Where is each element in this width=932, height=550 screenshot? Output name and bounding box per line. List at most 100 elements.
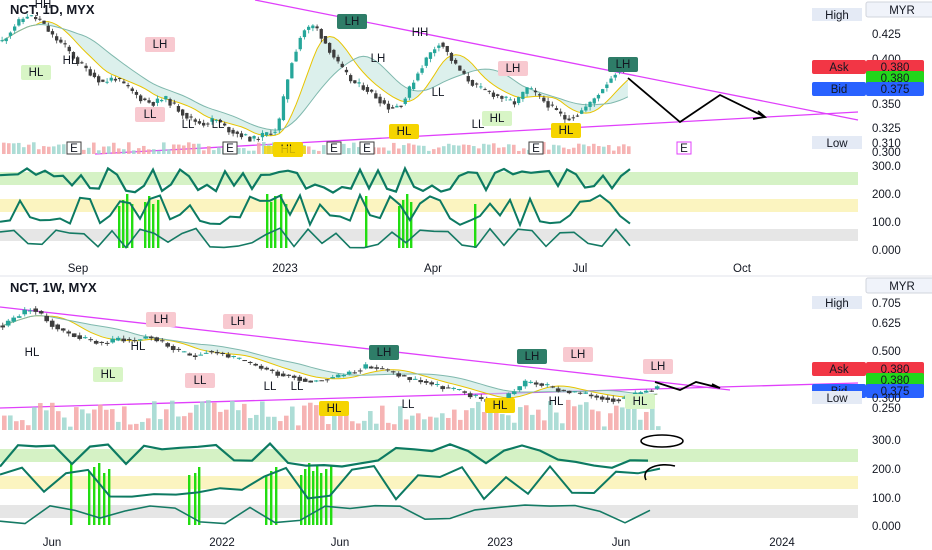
- ma-slow-line: [2, 315, 658, 395]
- candle-body: [466, 76, 470, 82]
- candle-body: [434, 384, 440, 386]
- candle-body: [512, 101, 517, 105]
- volume-bar: [380, 405, 385, 430]
- volume-bar: [567, 149, 571, 154]
- volume-bar: [392, 424, 397, 430]
- event-marker-label: E: [226, 143, 234, 155]
- volume-bar: [2, 415, 7, 430]
- candle-body: [528, 381, 533, 383]
- volume-bar: [342, 143, 346, 154]
- candle-body: [176, 106, 181, 112]
- event-marker: [359, 141, 375, 155]
- pivot-label: LH: [231, 316, 246, 328]
- pivot-label: LH: [154, 314, 169, 326]
- candle-body: [328, 42, 332, 53]
- volume-bar: [237, 148, 241, 154]
- volume-bar: [382, 147, 386, 154]
- candle-body: [390, 371, 396, 373]
- volume-bar: [446, 417, 451, 430]
- volume-bar: [387, 150, 391, 154]
- candle-body: [5, 320, 11, 326]
- candle-body: [0, 40, 4, 42]
- event-marker-label: E: [330, 143, 338, 155]
- candle-body: [361, 85, 365, 90]
- volume-bar: [462, 144, 466, 154]
- candle-body: [643, 390, 649, 393]
- oscillator-line: [0, 464, 661, 501]
- event-marker: [66, 141, 82, 155]
- volume-bar: [452, 409, 457, 430]
- volume-bar: [218, 411, 223, 430]
- pivot-label: HL: [131, 341, 146, 353]
- ma-ribbon: [2, 21, 628, 136]
- volume-bar: [572, 406, 577, 430]
- bid-label-text: Bid: [831, 84, 848, 96]
- volume-bar: [638, 419, 643, 430]
- candle-body: [139, 95, 143, 102]
- channel-upper-line: [0, 306, 731, 391]
- candle-body: [401, 375, 407, 377]
- event-marker-label: E: [363, 143, 371, 155]
- pivot-label: LL: [264, 381, 277, 393]
- candle-body: [563, 115, 567, 120]
- volume-bar: [464, 410, 469, 430]
- candle-body: [143, 98, 147, 101]
- volume-bar: [608, 413, 613, 430]
- candle-body: [475, 83, 479, 85]
- volume-bar: [530, 414, 535, 430]
- volume-bar: [164, 409, 169, 430]
- volume-bar: [547, 149, 551, 154]
- candle-body: [210, 117, 214, 122]
- candle-body: [220, 352, 225, 354]
- oscillator-spike: [188, 475, 191, 525]
- candle-body: [605, 397, 610, 400]
- candle-body: [302, 378, 308, 382]
- candle-body: [319, 380, 324, 382]
- volume-bar: [347, 148, 351, 154]
- candle-body: [441, 42, 445, 47]
- candle-body: [559, 111, 563, 114]
- candle-body: [197, 121, 202, 124]
- candle-body: [308, 380, 313, 383]
- candle-body: [467, 393, 473, 398]
- candle-body: [239, 133, 244, 138]
- candle-body: [121, 338, 126, 342]
- candle-body: [137, 339, 143, 341]
- pivot-label-box: [319, 401, 349, 416]
- candle-body: [13, 26, 17, 31]
- oscillator-spike: [280, 194, 283, 248]
- candle-body: [529, 88, 533, 90]
- candle-body: [29, 15, 34, 17]
- volume-bar: [132, 150, 136, 154]
- low-value: 0.310: [872, 138, 901, 150]
- candle-body: [227, 127, 231, 133]
- candle-body: [275, 371, 280, 376]
- currency-label: MYR: [889, 281, 915, 293]
- candle-body: [319, 29, 323, 39]
- volume-bar: [252, 150, 256, 154]
- candle-body: [225, 354, 231, 358]
- oscillator-spike: [402, 200, 405, 248]
- volume-bar: [566, 399, 571, 430]
- candle-body: [231, 356, 236, 358]
- volume-bar: [596, 411, 601, 430]
- volume-bar: [182, 416, 187, 430]
- price-scale-tick: 0.625: [872, 318, 901, 330]
- candle-body: [71, 333, 77, 337]
- time-axis-tick: Jun: [331, 537, 350, 549]
- candle-body: [99, 341, 104, 343]
- candle-body: [27, 310, 33, 312]
- volume-bar: [57, 144, 61, 154]
- volume-bar: [207, 146, 211, 154]
- candle-body: [164, 96, 168, 100]
- oscillator-scale-tick: 100.0: [872, 217, 901, 229]
- volume-bar: [62, 144, 66, 154]
- volume-bar: [92, 142, 96, 154]
- pivot-label-box: [498, 61, 528, 76]
- oscillator-band: [0, 172, 858, 185]
- volume-bar: [44, 410, 49, 430]
- candle-body: [424, 57, 428, 66]
- price-scale-tick: 0.425: [872, 29, 901, 41]
- candle-body: [433, 49, 437, 54]
